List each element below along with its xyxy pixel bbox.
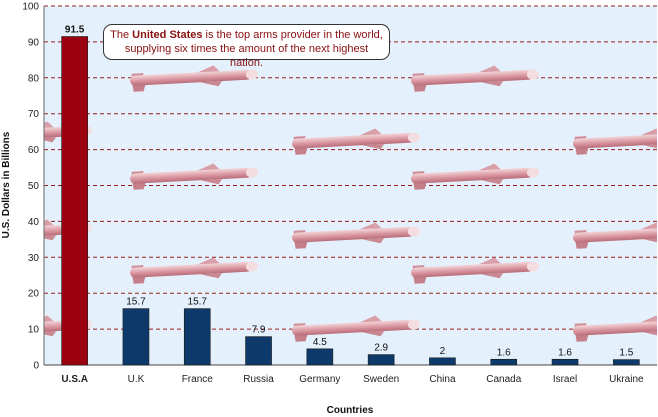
x-tick-label: France bbox=[182, 374, 214, 385]
value-label: 91.5 bbox=[65, 25, 85, 36]
x-tick-label: Sweden bbox=[363, 374, 399, 385]
x-axis-title: Countries bbox=[327, 405, 374, 416]
y-tick-label: 70 bbox=[28, 109, 40, 120]
x-tick-labels: U.S.A U.K France Russia Germany Sweden China Ca… bbox=[61, 374, 644, 385]
value-label: 2.9 bbox=[374, 343, 388, 354]
bar-russia bbox=[245, 336, 272, 366]
bar-germany bbox=[306, 348, 334, 366]
value-label: 15.7 bbox=[188, 297, 208, 308]
x-tick-label: Germany bbox=[299, 374, 340, 385]
y-tick-label: 10 bbox=[28, 325, 40, 336]
x-tick-label: China bbox=[429, 374, 456, 385]
bar-ukraine bbox=[613, 359, 640, 366]
plot-area bbox=[44, 6, 657, 365]
y-axis-title: U.S. Dollars in Billions bbox=[1, 131, 12, 238]
value-label: 1.5 bbox=[619, 348, 633, 359]
x-tick-label: Israel bbox=[553, 374, 577, 385]
y-tick-label: 90 bbox=[28, 37, 40, 48]
bar-u-s-a bbox=[61, 36, 88, 366]
y-tick-label: 30 bbox=[28, 253, 40, 264]
bar-china bbox=[429, 357, 456, 366]
x-tick-label: Ukraine bbox=[609, 374, 644, 385]
y-tick-label: 40 bbox=[28, 217, 40, 228]
annotation-text-start: The bbox=[110, 29, 133, 41]
bar-canada bbox=[490, 358, 518, 366]
value-label: 4.5 bbox=[313, 337, 327, 348]
annotation-text-end: is the top arms provider in the world, s… bbox=[124, 29, 383, 69]
value-labels: 91.5 15.7 15.7 7.9 4.5 2.9 2 1.6 1.6 1.5 bbox=[65, 25, 634, 359]
y-tick-label: 100 bbox=[22, 2, 39, 13]
value-label: 7.9 bbox=[252, 325, 266, 336]
y-tick-label: 60 bbox=[28, 145, 40, 156]
value-label: 1.6 bbox=[558, 347, 572, 358]
y-tick-label: 0 bbox=[33, 361, 39, 372]
value-label: 2 bbox=[440, 346, 446, 357]
bar-u-k bbox=[122, 308, 150, 366]
x-tick-label: Russia bbox=[243, 374, 274, 385]
annotation-emphasis: United States bbox=[132, 29, 203, 41]
annotation-callout: The United States is the top arms provid… bbox=[103, 24, 390, 69]
bar-france bbox=[183, 308, 211, 366]
x-tick-label: Canada bbox=[486, 374, 521, 385]
y-tick-labels: 0 10 20 30 40 50 60 70 80 90 100 bbox=[22, 2, 39, 372]
value-label: 15.7 bbox=[126, 297, 146, 308]
value-label: 1.6 bbox=[497, 347, 511, 358]
y-tick-label: 50 bbox=[28, 181, 40, 192]
y-tick-label: 20 bbox=[28, 289, 40, 300]
x-tick-label: U.K bbox=[128, 374, 145, 385]
bar-sweden bbox=[367, 354, 395, 366]
x-tick-label: U.S.A bbox=[61, 374, 88, 385]
bar-israel bbox=[551, 358, 579, 366]
bars bbox=[61, 36, 640, 366]
y-tick-label: 80 bbox=[28, 73, 40, 84]
